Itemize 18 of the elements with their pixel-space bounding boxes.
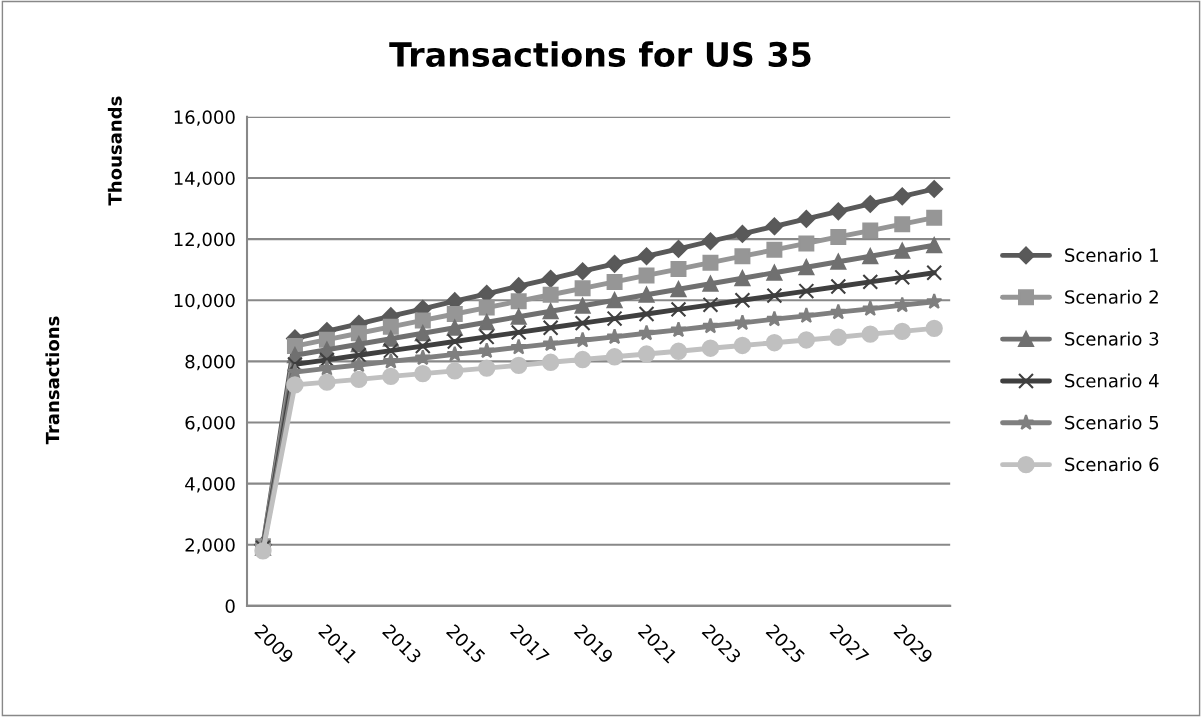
legend-label: Scenario 1	[1065, 248, 1158, 262]
y-tick-label: 12,000	[174, 232, 235, 249]
y-tick-label: 16,000	[174, 110, 235, 126]
y-tick-label: 14,000	[174, 171, 235, 187]
text: Transactions	[45, 316, 60, 445]
legend-label: Scenario 6	[1065, 457, 1159, 472]
y-tick-label: 0	[225, 599, 235, 613]
text: Thousands	[107, 96, 122, 206]
y-tick-label: 4,000	[185, 477, 235, 493]
legend-label: Scenario 2	[1065, 289, 1158, 304]
y-tick-label: 10,000	[174, 293, 235, 310]
y-tick-label: 6,000	[185, 415, 235, 432]
chart-title: Transactions for US 35	[389, 41, 811, 68]
y-tick-label: 8,000	[185, 354, 235, 371]
y-tick-label: 2,000	[185, 538, 235, 554]
legend-label: Scenario 4	[1065, 373, 1159, 388]
legend-label: Scenario 5	[1065, 415, 1159, 430]
legend-label: Scenario 3	[1065, 331, 1159, 346]
